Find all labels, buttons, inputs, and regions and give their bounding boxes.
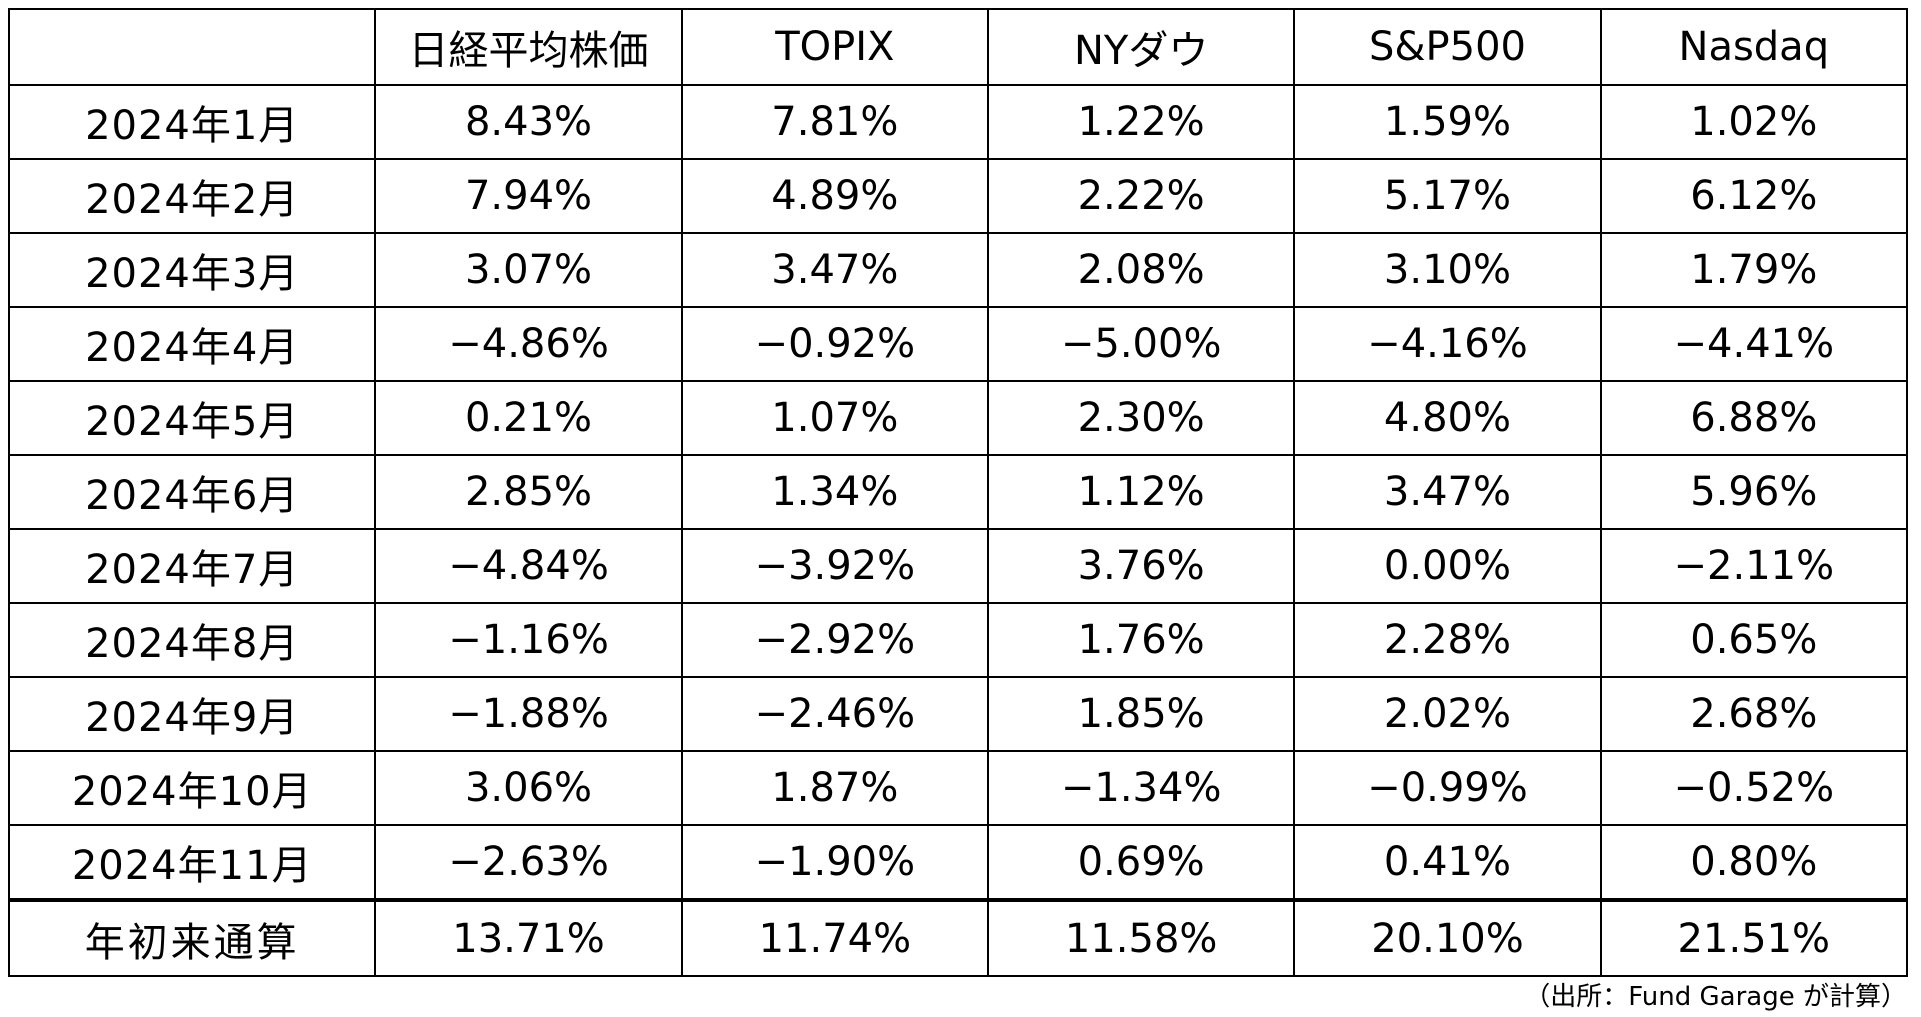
table-row: 2024年3月 3.07% 3.47% 2.08% 3.10% 1.79% (7, 232, 1909, 308)
table-cell: 0.65% (1599, 602, 1909, 678)
monthly-returns-table: 日経平均株価 TOPIX NYダウ S&P500 Nasdaq 2024年1月 … (7, 8, 1909, 977)
table-cell: 1.76% (986, 602, 1296, 678)
ytd-total-cell: 11.74% (680, 898, 990, 977)
header-sp500: S&P500 (1293, 8, 1602, 86)
table-cell: 1.79% (1599, 232, 1909, 308)
table-row: 2024年2月 7.94% 4.89% 2.22% 5.17% 6.12% (7, 158, 1909, 234)
table-cell: 6.12% (1599, 158, 1909, 234)
table-cell: −4.41% (1599, 306, 1909, 382)
header-row: 日経平均株価 TOPIX NYダウ S&P500 Nasdaq (7, 8, 1909, 86)
row-label: 2024年5月 (7, 380, 377, 456)
table-cell: −1.34% (986, 750, 1296, 826)
table-row: 2024年1月 8.43% 7.81% 1.22% 1.59% 1.02% (7, 84, 1909, 160)
table-cell: −2.63% (374, 824, 683, 901)
table-cell: 2.02% (1293, 676, 1602, 752)
ytd-total-cell: 21.51% (1599, 898, 1909, 977)
table-cell: 7.81% (680, 84, 990, 160)
table-row: 2024年7月 −4.84% −3.92% 3.76% 0.00% −2.11% (7, 528, 1909, 604)
table-row: 2024年10月 3.06% 1.87% −1.34% −0.99% −0.52… (7, 750, 1909, 826)
table-cell: −4.16% (1293, 306, 1602, 382)
ytd-total-row: 年初来通算 13.71% 11.74% 11.58% 20.10% 21.51% (7, 898, 1909, 977)
table-cell: 2.68% (1599, 676, 1909, 752)
header-nasdaq: Nasdaq (1599, 8, 1909, 86)
table-cell: 3.07% (374, 232, 683, 308)
table-cell: 5.96% (1599, 454, 1909, 530)
ytd-total-cell: 13.71% (374, 898, 683, 977)
table-cell: −0.52% (1599, 750, 1909, 826)
table-cell: 4.80% (1293, 380, 1602, 456)
table-cell: 3.06% (374, 750, 683, 826)
table-cell: 1.07% (680, 380, 990, 456)
table-cell: 2.08% (986, 232, 1296, 308)
row-label: 2024年11月 (7, 824, 377, 901)
header-nikkei: 日経平均株価 (374, 8, 683, 86)
table-cell: 1.34% (680, 454, 990, 530)
table-cell: −1.90% (680, 824, 990, 901)
table-cell: 0.00% (1293, 528, 1602, 604)
table-row: 2024年8月 −1.16% −2.92% 1.76% 2.28% 0.65% (7, 602, 1909, 678)
table-cell: 1.87% (680, 750, 990, 826)
row-label: 2024年6月 (7, 454, 377, 530)
table-row: 2024年4月 −4.86% −0.92% −5.00% −4.16% −4.4… (7, 306, 1909, 382)
row-label: 2024年8月 (7, 602, 377, 678)
table-row: 2024年6月 2.85% 1.34% 1.12% 3.47% 5.96% (7, 454, 1909, 530)
table-cell: 5.17% (1293, 158, 1602, 234)
row-label: 2024年7月 (7, 528, 377, 604)
table-cell: 0.80% (1599, 824, 1909, 901)
table-cell: −0.92% (680, 306, 990, 382)
table-cell: −0.99% (1293, 750, 1602, 826)
table-cell: −1.88% (374, 676, 683, 752)
ytd-total-label: 年初来通算 (7, 898, 377, 977)
row-label: 2024年4月 (7, 306, 377, 382)
table-cell: 2.28% (1293, 602, 1602, 678)
table-cell: 0.41% (1293, 824, 1602, 901)
source-note: （出所：Fund Garage が計算） (1524, 982, 1907, 1012)
table-cell: 2.85% (374, 454, 683, 530)
performance-table-container: 日経平均株価 TOPIX NYダウ S&P500 Nasdaq 2024年1月 … (7, 8, 1909, 977)
table-cell: 7.94% (374, 158, 683, 234)
header-corner-cell (7, 8, 377, 86)
table-cell: 8.43% (374, 84, 683, 160)
table-cell: 1.85% (986, 676, 1296, 752)
row-label: 2024年3月 (7, 232, 377, 308)
table-cell: 1.59% (1293, 84, 1602, 160)
table-cell: −2.46% (680, 676, 990, 752)
table-cell: 1.02% (1599, 84, 1909, 160)
table-cell: 1.22% (986, 84, 1296, 160)
table-cell: 6.88% (1599, 380, 1909, 456)
table-cell: 3.47% (1293, 454, 1602, 530)
header-topix: TOPIX (680, 8, 990, 86)
table-cell: −2.92% (680, 602, 990, 678)
row-label: 2024年9月 (7, 676, 377, 752)
header-ny-dow: NYダウ (986, 8, 1296, 86)
table-cell: −1.16% (374, 602, 683, 678)
table-cell: 3.10% (1293, 232, 1602, 308)
table-cell: −4.86% (374, 306, 683, 382)
table-row: 2024年5月 0.21% 1.07% 2.30% 4.80% 6.88% (7, 380, 1909, 456)
table-cell: 0.21% (374, 380, 683, 456)
table-cell: 3.47% (680, 232, 990, 308)
table-cell: 0.69% (986, 824, 1296, 901)
table-cell: −5.00% (986, 306, 1296, 382)
table-cell: 3.76% (986, 528, 1296, 604)
ytd-total-cell: 11.58% (986, 898, 1296, 977)
row-label: 2024年10月 (7, 750, 377, 826)
table-cell: 2.30% (986, 380, 1296, 456)
row-label: 2024年2月 (7, 158, 377, 234)
ytd-total-cell: 20.10% (1293, 898, 1602, 977)
row-label: 2024年1月 (7, 84, 377, 160)
table-row: 2024年11月 −2.63% −1.90% 0.69% 0.41% 0.80% (7, 824, 1909, 901)
table-row: 2024年9月 −1.88% −2.46% 1.85% 2.02% 2.68% (7, 676, 1909, 752)
table-cell: 2.22% (986, 158, 1296, 234)
table-cell: 4.89% (680, 158, 990, 234)
table-cell: 1.12% (986, 454, 1296, 530)
table-cell: −4.84% (374, 528, 683, 604)
table-cell: −3.92% (680, 528, 990, 604)
table-cell: −2.11% (1599, 528, 1909, 604)
